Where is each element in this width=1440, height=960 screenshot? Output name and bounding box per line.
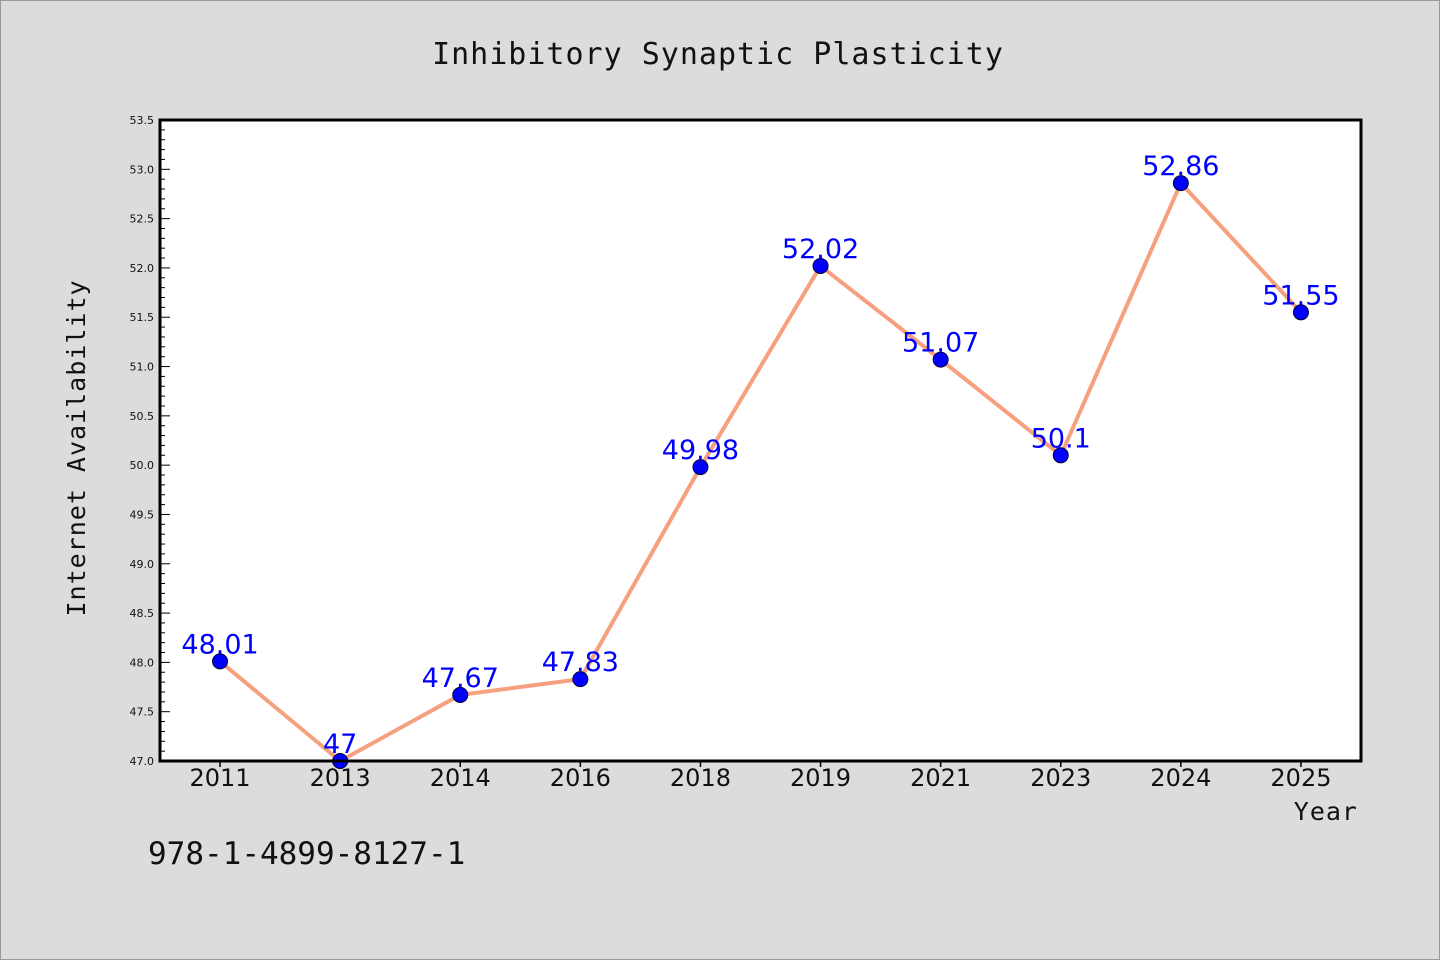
data-label: 49.98 (662, 435, 739, 466)
data-label: 47.67 (422, 663, 499, 694)
plot-area (160, 120, 1361, 761)
data-point-marker (212, 653, 229, 670)
x-tick-label: 2024 (1150, 764, 1211, 792)
x-axis: 2011 2013 2014 2016 2018 2019 2021 2023 2024 2025 (190, 761, 1331, 792)
data-label: 52.02 (782, 234, 859, 265)
data-point-marker (812, 257, 829, 274)
data-point-marker (572, 671, 589, 688)
data-label: 51.55 (1262, 280, 1339, 311)
y-axis-label: Internet Availability (62, 279, 91, 616)
y-tick-label: 53.5 (130, 114, 155, 127)
y-tick-label: 49.0 (130, 558, 155, 571)
data-point-marker (452, 686, 469, 703)
series-line-group (218, 181, 1303, 763)
data-point-marker (692, 459, 709, 476)
plot-border (158, 118, 1363, 763)
data-label: 47.83 (542, 647, 619, 678)
data-label: 50.1 (1031, 423, 1091, 454)
data-label: 51.07 (902, 328, 979, 359)
data-point-marker (1292, 304, 1309, 321)
data-point-marker (1172, 175, 1189, 192)
y-tick-label: 50.5 (130, 410, 155, 423)
data-label: 52.86 (1142, 151, 1219, 182)
y-tick-label: 47.5 (130, 706, 155, 719)
y-axis: 47.0 47.5 48.0 48.5 49.0 49.5 50.0 50.5 51.0 51.5… (130, 114, 170, 768)
x-tick-label: 2019 (790, 764, 851, 792)
x-tick-label: 2018 (670, 764, 731, 792)
y-tick-label: 47.0 (130, 755, 155, 768)
y-tick-label: 51.5 (130, 311, 155, 324)
y-tick-label: 50.0 (130, 459, 155, 472)
marker-group (212, 175, 1309, 769)
y-tick-label: 52.0 (130, 262, 155, 275)
isbn-footer-text: 978-1-4899-8127-1 (148, 836, 465, 872)
series-line (218, 181, 1303, 763)
chart-title: Inhibitory Synaptic Plasticity (432, 37, 1004, 72)
y-tick-label: 49.5 (130, 508, 155, 521)
x-tick-label: 2021 (910, 764, 971, 792)
x-tick-label: 2023 (1030, 764, 1091, 792)
x-tick-label: 2014 (430, 764, 491, 792)
x-tick-label: 2016 (550, 764, 611, 792)
y-tick-label: 52.5 (130, 213, 155, 226)
data-label-group: 48.01 47 47.67 47.83 49.98 52.02 51.07 50.1 52.8… (181, 151, 1339, 760)
data-point-marker (932, 351, 949, 368)
y-tick-label: 51.0 (130, 361, 155, 374)
x-axis-label: Year (1294, 797, 1358, 826)
y-tick-label: 48.0 (130, 656, 155, 669)
data-label: 47 (323, 729, 357, 760)
x-tick-label: 2025 (1270, 764, 1331, 792)
data-label: 48.01 (181, 629, 258, 660)
x-tick-label: 2011 (190, 764, 251, 792)
y-tick-label: 48.5 (130, 607, 155, 620)
data-point-marker (1052, 447, 1069, 464)
y-tick-label: 53.0 (130, 163, 155, 176)
